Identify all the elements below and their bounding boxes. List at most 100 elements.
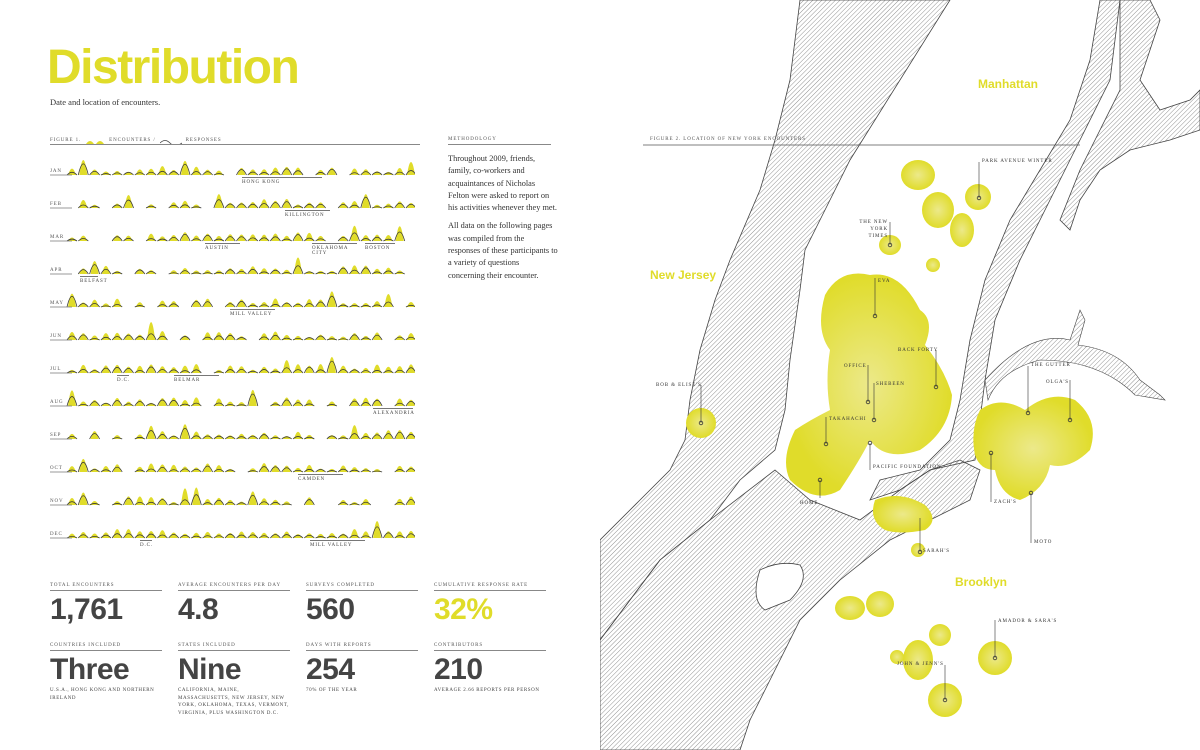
place-annotation: Belfast bbox=[80, 276, 107, 284]
month-row: FEB Killington bbox=[50, 183, 415, 218]
stat-label: Average Encounters per Day bbox=[178, 583, 290, 591]
figure1-label: Figure 1. bbox=[50, 138, 82, 143]
leader-lines bbox=[700, 162, 1071, 700]
responses-legend-icon bbox=[159, 139, 182, 144]
map-label: Takahachi bbox=[829, 417, 867, 422]
methodology-paragraph: All data on the following pages was comp… bbox=[448, 221, 558, 280]
stat-contributors: Contributors 210 Average 2.66 reports pe… bbox=[434, 643, 546, 695]
stat-note: California, Maine, Massachusetts, New Je… bbox=[178, 688, 289, 716]
newtown-creek bbox=[984, 309, 1166, 402]
place-annotation: Alexandria bbox=[373, 408, 414, 416]
month-label: NOV bbox=[50, 499, 64, 504]
stat-value: Three bbox=[50, 653, 130, 686]
map-label: Back Forty bbox=[898, 348, 939, 353]
month-label: JUL bbox=[50, 367, 62, 372]
month-label: AUG bbox=[50, 400, 64, 405]
month-sparkline bbox=[50, 356, 415, 374]
month-label: JUN bbox=[50, 334, 62, 339]
right-page-map: Figure 2. Location of New York Encounter… bbox=[600, 0, 1200, 750]
month-label: JAN bbox=[50, 169, 62, 174]
month-row: MAR Austin Oklahoma City Boston bbox=[50, 216, 415, 256]
harlem-river bbox=[1059, 0, 1200, 231]
stat-value: 254 bbox=[306, 653, 355, 686]
stat-label: Days with Reports bbox=[306, 643, 418, 651]
legend-responses-label: Responses bbox=[185, 138, 222, 143]
month-label: OCT bbox=[50, 466, 63, 471]
borough-label-manhattan: Manhattan bbox=[978, 77, 1038, 91]
map-label: Sarah's bbox=[923, 549, 950, 554]
map-label: Home bbox=[800, 501, 819, 506]
month-row: APR Belfast bbox=[50, 249, 415, 284]
month-sparkline bbox=[50, 389, 415, 407]
month-sparkline bbox=[50, 521, 415, 539]
stat-label: Surveys Completed bbox=[306, 583, 418, 591]
map-label: Olga's bbox=[1046, 380, 1069, 385]
stat-value: 32% bbox=[434, 593, 493, 626]
month-label: MAR bbox=[50, 235, 65, 240]
month-row: JAN Hong Kong bbox=[50, 150, 415, 185]
month-row: JUL D.C. Belmar bbox=[50, 348, 415, 383]
borough-label-new-jersey: New Jersey bbox=[650, 268, 717, 282]
stat-value: Nine bbox=[178, 653, 242, 686]
place-annotation: Boston bbox=[365, 243, 395, 251]
month-sparkline bbox=[50, 257, 405, 275]
month-sparkline bbox=[50, 458, 415, 473]
month-row: OCT Camden bbox=[50, 447, 415, 482]
place-annotation: Killington bbox=[285, 210, 330, 218]
stat-label: Contributors bbox=[434, 643, 546, 651]
place-annotation: Mill Valley bbox=[230, 309, 275, 317]
map-label: Park Avenue Winter bbox=[982, 159, 1053, 164]
month-sparkline bbox=[50, 322, 415, 341]
stat-label: States Included bbox=[178, 643, 290, 651]
stat-surveys-completed: Surveys Completed 560 bbox=[306, 583, 418, 625]
stat-label: Cumulative Response Rate bbox=[434, 583, 546, 591]
stat-states: States Included Nine California, Maine, … bbox=[178, 643, 290, 717]
map-label: The New York Times bbox=[859, 220, 888, 239]
month-row: MAY Mill Valley bbox=[50, 282, 415, 317]
month-row: NOV bbox=[50, 480, 415, 513]
figure1-legend: Figure 1. Encounters / Responses bbox=[50, 137, 420, 145]
month-row: AUG Alexandria bbox=[50, 381, 415, 416]
methodology-header: Methodology bbox=[448, 137, 551, 145]
legend-encounters-label: Encounters / bbox=[109, 138, 156, 143]
stat-note: U.S.A., Hong Kong and Northern Ireland bbox=[50, 688, 155, 701]
map-label: Eva bbox=[878, 279, 891, 284]
methodology-text: Throughout 2009, friends, family, co-wor… bbox=[448, 153, 558, 288]
map-label: Zach's bbox=[994, 500, 1017, 505]
stat-value: 560 bbox=[306, 593, 355, 626]
stat-value: 210 bbox=[434, 653, 483, 686]
figure2-label: Figure 2. Location of New York Encounter… bbox=[650, 137, 806, 142]
borough-label-brooklyn: Brooklyn bbox=[955, 575, 1008, 589]
place-annotation: Oklahoma City bbox=[312, 243, 357, 256]
month-label: MAY bbox=[50, 301, 64, 306]
stat-total-encounters: Total Encounters 1,761 bbox=[50, 583, 162, 625]
page-subtitle: Date and location of encounters. bbox=[50, 97, 161, 107]
place-annotation: Camden bbox=[298, 474, 343, 482]
location-markers bbox=[698, 195, 1073, 703]
month-sparkline bbox=[50, 487, 415, 506]
month-row: JUN bbox=[50, 315, 415, 348]
page-title: Distribution bbox=[47, 41, 300, 94]
left-page: Distribution Date and location of encoun… bbox=[47, 41, 558, 717]
month-sparkline bbox=[50, 194, 415, 209]
place-annotation: Mill Valley bbox=[310, 540, 365, 548]
stat-value: 1,761 bbox=[50, 593, 123, 626]
upper-bay bbox=[600, 459, 981, 750]
island bbox=[755, 562, 804, 611]
stat-value: 4.8 bbox=[178, 593, 219, 626]
place-annotation: Hong Kong bbox=[242, 177, 322, 185]
stat-response-rate: Cumulative Response Rate 32% bbox=[434, 583, 546, 625]
stat-average-per-day: Average Encounters per Day 4.8 bbox=[178, 583, 290, 625]
map-label: Office bbox=[844, 364, 867, 369]
stat-countries: Countries Included Three U.S.A., Hong Ko… bbox=[50, 643, 162, 702]
month-label: SEP bbox=[50, 433, 62, 438]
stat-days-with-reports: Days with Reports 254 70% of the year bbox=[306, 643, 418, 695]
map-label: Moto bbox=[1034, 540, 1053, 545]
map-label: Shebeen bbox=[876, 382, 905, 387]
month-label: APR bbox=[50, 268, 63, 273]
map-label: Amador & Sara's bbox=[998, 619, 1058, 624]
month-sparkline bbox=[50, 291, 415, 308]
place-annotation: D.C. bbox=[140, 540, 152, 548]
nyc-map bbox=[600, 0, 1200, 750]
methodology-paragraph: Throughout 2009, friends, family, co-wor… bbox=[448, 154, 557, 213]
